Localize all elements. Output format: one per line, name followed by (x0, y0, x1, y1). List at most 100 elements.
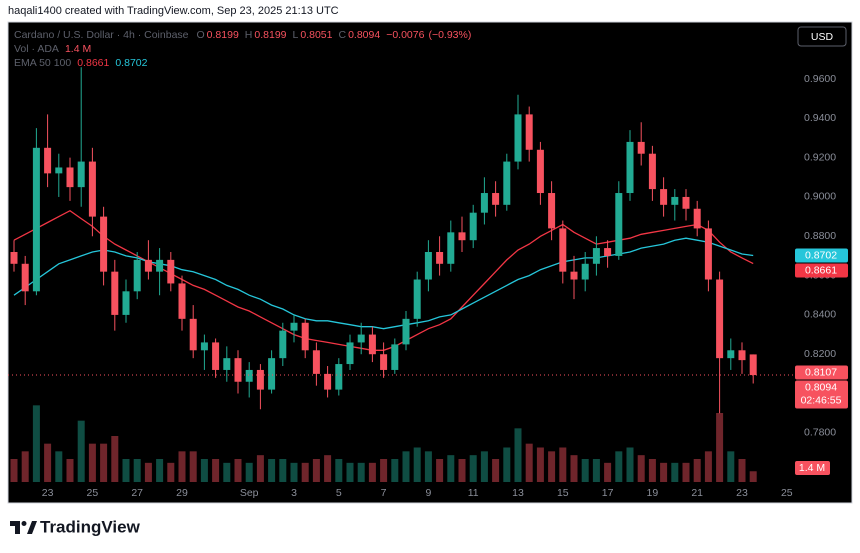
volume-bar (279, 459, 287, 482)
candle-body (548, 193, 556, 229)
volume-bar (268, 459, 276, 482)
x-tick-label: 13 (512, 487, 524, 499)
ema-badge-bg (795, 263, 848, 278)
volume-bar (200, 459, 208, 482)
candle-body (682, 196, 690, 209)
volume-bar (290, 462, 298, 482)
volume-bar (436, 459, 444, 482)
x-tick-label: 9 (425, 487, 431, 499)
volume-bar (144, 462, 152, 482)
volume-bar (223, 462, 231, 482)
ema-badge: 0.8661 (805, 264, 837, 276)
volume-bar (693, 459, 701, 482)
volume-bar (167, 462, 175, 482)
candle-body (312, 350, 320, 374)
change: −0.0076 (386, 29, 424, 41)
volume-bar (469, 455, 477, 482)
volume-bar (626, 447, 634, 482)
ema-badge-bg (795, 248, 848, 263)
brand-logo (10, 521, 37, 534)
candle-body (290, 322, 298, 331)
volume-bar (245, 462, 253, 482)
candle-body (346, 342, 354, 365)
ema-value: 0.8702 (115, 57, 147, 69)
volume-bar (77, 420, 85, 482)
attribution: haqali1400 created with TradingView.com,… (8, 5, 339, 17)
candle-body (458, 232, 466, 241)
candle-body (111, 271, 119, 315)
volume-bar (559, 447, 567, 482)
candle-body (480, 193, 488, 213)
volume-bar (133, 459, 141, 482)
open-value: 0.8199 (207, 29, 239, 41)
volume-bar (648, 459, 656, 482)
candle-body (88, 161, 96, 217)
candle-body (637, 141, 645, 154)
volume-bar (66, 459, 74, 482)
candle-body (380, 354, 388, 370)
candle-body (357, 334, 365, 343)
candle-body (256, 369, 264, 390)
price-badge-bg (795, 365, 848, 380)
x-tick-label: 23 (736, 487, 748, 499)
volume-badge-bg (795, 461, 830, 475)
volume-bar (368, 462, 376, 482)
volume-bar (88, 443, 96, 482)
x-tick-label: 21 (691, 487, 703, 499)
candle-body (660, 189, 668, 205)
ohlc-label: C (338, 29, 346, 41)
volume-bar (10, 459, 18, 482)
volume-bar (503, 447, 511, 482)
volume-bar (716, 413, 724, 482)
candle-body (615, 193, 623, 256)
price-badge: 0.8107 (805, 366, 837, 378)
candle-body (738, 350, 746, 361)
x-tick-label: 25 (87, 487, 99, 499)
volume-bar (604, 462, 612, 482)
candle-body (514, 114, 522, 162)
y-tick-label: 0.7800 (804, 427, 836, 439)
close-value: 0.8094 (348, 29, 380, 41)
symbol: Cardano / U.S. Dollar · 4h · Coinbase (14, 29, 189, 41)
candle-body (144, 259, 152, 272)
candle-body (716, 279, 724, 359)
candle-body (503, 161, 511, 205)
candle-body (447, 232, 455, 264)
candle-body (492, 193, 500, 205)
volume-bar (357, 462, 365, 482)
candle-body (212, 342, 220, 370)
legend-ema: EMA 50 100 0.8661 0.8702 (14, 57, 148, 69)
volume-bar (660, 462, 668, 482)
ema-value: 0.8661 (77, 57, 109, 69)
currency-label[interactable]: USD (811, 31, 834, 43)
x-tick-label: 19 (647, 487, 659, 499)
candle-body (648, 153, 656, 190)
volume-bar (391, 459, 399, 482)
volume-bar (536, 447, 544, 482)
x-tick-label: 3 (291, 487, 297, 499)
candle-body (469, 212, 477, 241)
volume-bar (111, 436, 119, 482)
y-tick-label: 0.9600 (804, 73, 836, 85)
volume-name: Vol · ADA (14, 43, 59, 55)
close-badge: 0.8094 (805, 381, 837, 393)
candle-body (279, 330, 287, 359)
candle-body (21, 263, 29, 292)
volume-bar (324, 455, 332, 482)
candle-body (693, 208, 701, 229)
low-value: 0.8051 (300, 29, 332, 41)
y-tick-label: 0.9400 (804, 112, 836, 124)
volume-bar (32, 405, 40, 482)
volume-bar (380, 459, 388, 482)
candle-body (581, 263, 589, 280)
volume-bar (122, 459, 130, 482)
indicator-name: EMA 50 100 (14, 57, 71, 69)
candle-body (391, 344, 399, 370)
volume-bar (749, 471, 757, 482)
volume-bar (234, 459, 242, 482)
candle-body (200, 342, 208, 351)
candle-body (671, 196, 679, 205)
candle-body (436, 252, 444, 264)
currency-button[interactable] (797, 26, 847, 47)
